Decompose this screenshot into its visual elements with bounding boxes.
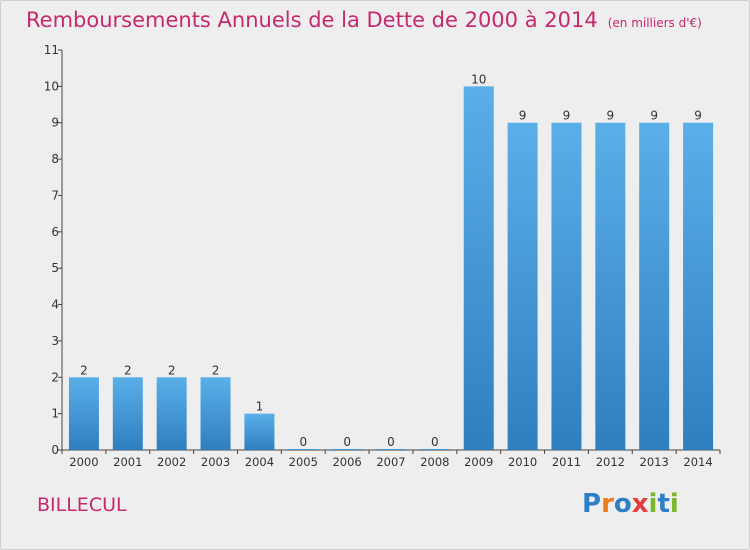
bar xyxy=(376,449,406,450)
bar xyxy=(200,377,231,450)
x-tick-label: 2010 xyxy=(508,455,537,469)
y-tick-label: 7 xyxy=(51,188,59,202)
x-tick-label: 2005 xyxy=(289,455,318,469)
logo-letter: t xyxy=(657,489,670,519)
bar-value-label: 2 xyxy=(80,363,88,377)
x-tick-label: 2004 xyxy=(245,455,274,469)
bar xyxy=(112,377,143,450)
x-tick-label: 2006 xyxy=(332,455,361,469)
logo-letter: i xyxy=(648,489,658,519)
y-tick-label: 10 xyxy=(44,79,59,93)
y-tick-label: 5 xyxy=(51,261,59,275)
y-tick-label: 0 xyxy=(51,443,59,457)
bar-value-label: 0 xyxy=(343,435,351,449)
bar-value-label: 10 xyxy=(471,72,486,86)
y-tick-label: 11 xyxy=(44,43,59,57)
logo-letter: r xyxy=(601,489,614,519)
bar xyxy=(595,122,626,451)
chart-title-text: Remboursements Annuels de la Dette de 20… xyxy=(26,8,598,32)
logo-letter: P xyxy=(582,489,602,519)
x-tick-label: 2011 xyxy=(552,455,581,469)
bar-value-label: 9 xyxy=(519,109,527,123)
x-tick-label: 2003 xyxy=(201,455,230,469)
bar xyxy=(244,413,275,450)
bar xyxy=(156,377,187,450)
chart-unit-label: (en milliers d'€) xyxy=(607,16,702,30)
x-tick-label: 2000 xyxy=(69,455,98,469)
bar-value-label: 9 xyxy=(607,109,615,123)
bar-value-label: 0 xyxy=(431,435,439,449)
bar xyxy=(463,86,494,450)
bar-value-label: 2 xyxy=(212,363,220,377)
x-tick-label: 2007 xyxy=(376,455,405,469)
bar xyxy=(683,122,714,451)
bar xyxy=(551,122,582,451)
commune-name: BILLECUL xyxy=(37,494,127,516)
y-tick-label: 1 xyxy=(51,407,59,421)
bar-value-label: 9 xyxy=(563,109,571,123)
y-tick-label: 9 xyxy=(51,116,59,130)
bar xyxy=(332,449,363,450)
bar xyxy=(507,122,538,451)
bar-value-label: 9 xyxy=(650,109,658,123)
x-tick-label: 2013 xyxy=(640,455,669,469)
y-tick-label: 3 xyxy=(51,334,59,348)
bar-value-label: 0 xyxy=(387,435,395,449)
x-tick-label: 2009 xyxy=(464,455,493,469)
logo-letter: x xyxy=(631,489,649,519)
y-tick-label: 2 xyxy=(51,370,59,384)
x-tick-label: 2012 xyxy=(596,455,625,469)
bar-value-label: 1 xyxy=(256,400,264,414)
bar-value-label: 9 xyxy=(694,109,702,123)
y-tick-label: 6 xyxy=(51,225,59,239)
x-tick-label: 2001 xyxy=(113,455,142,469)
chart-title: Remboursements Annuels de la Dette de 20… xyxy=(26,8,702,32)
logo-letter: o xyxy=(613,489,632,519)
bar-value-label: 2 xyxy=(168,363,176,377)
x-tick-label: 2008 xyxy=(420,455,449,469)
y-tick-label: 4 xyxy=(51,298,59,312)
x-tick-label: 2002 xyxy=(157,455,186,469)
bar-value-label: 2 xyxy=(124,363,132,377)
logo-letter: i xyxy=(669,489,679,519)
bar-value-label: 0 xyxy=(299,435,307,449)
bar xyxy=(639,122,670,451)
bar xyxy=(288,449,319,450)
x-tick-label: 2014 xyxy=(683,455,712,469)
bar xyxy=(419,449,450,450)
proxiti-logo: Proxiti xyxy=(582,489,679,519)
bar xyxy=(68,377,99,450)
y-tick-label: 8 xyxy=(51,152,59,166)
